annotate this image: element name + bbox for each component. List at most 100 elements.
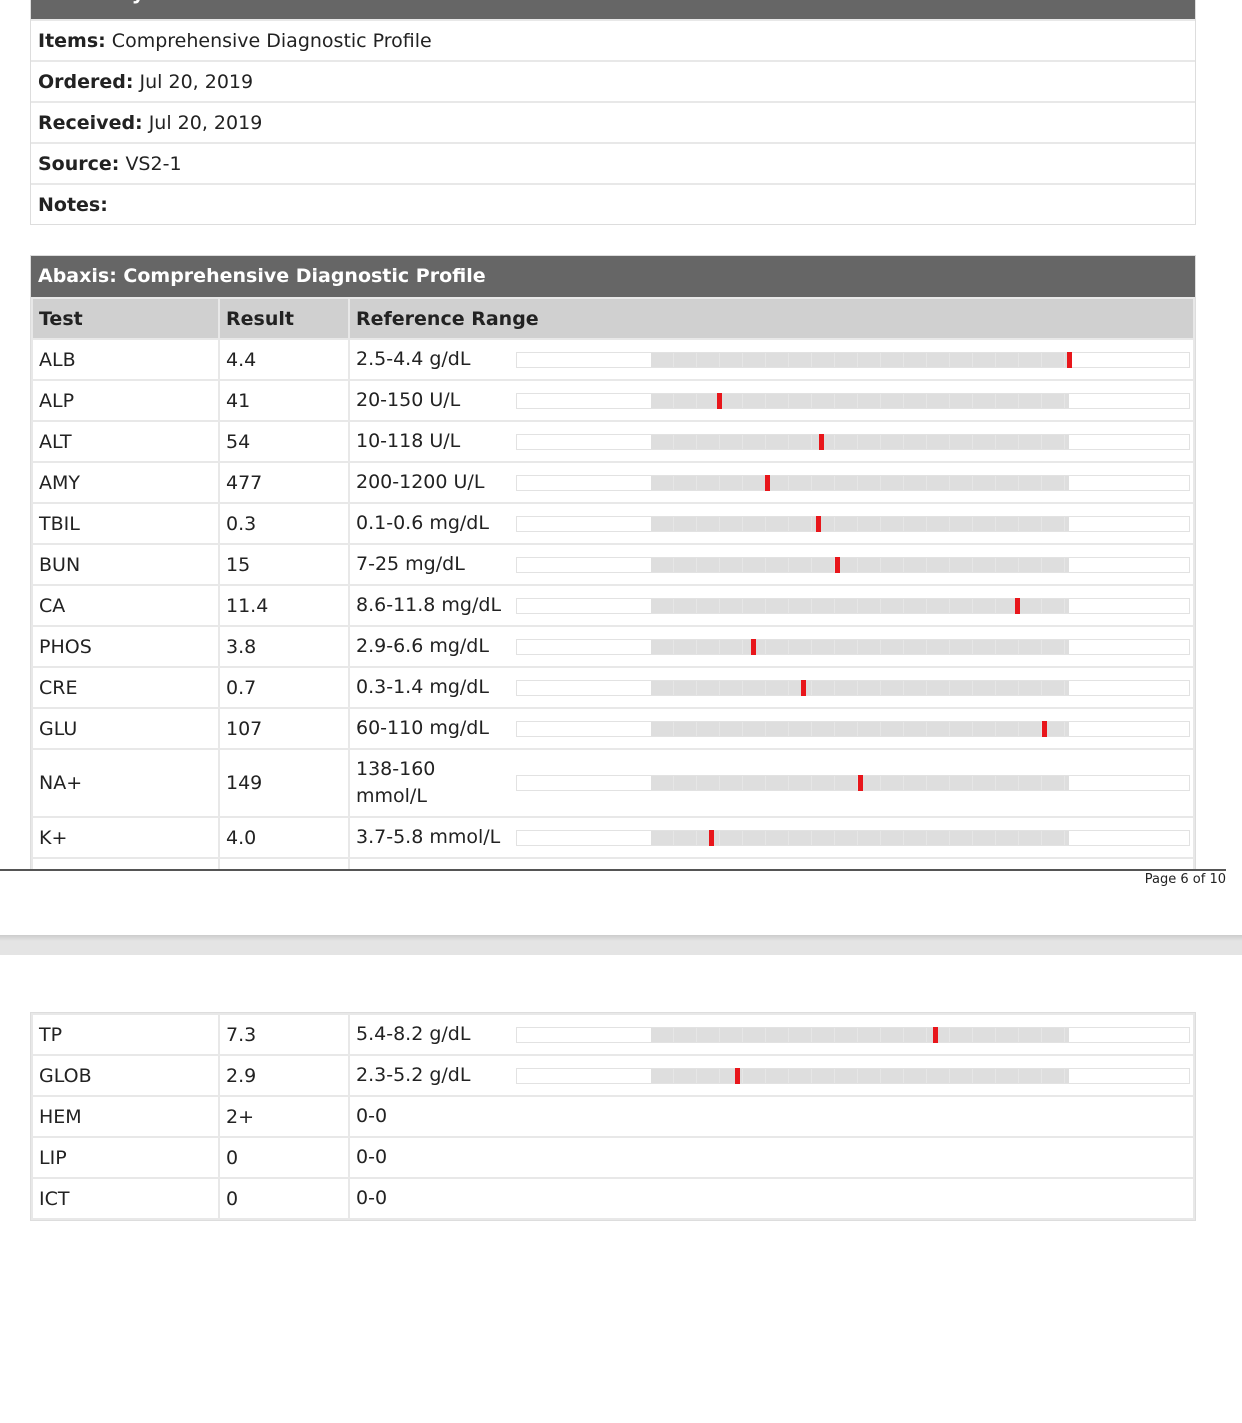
normal-range-fill — [651, 557, 1069, 572]
result-marker — [834, 556, 840, 573]
summary-label: Received: — [38, 112, 143, 134]
summary-label: Items: — [38, 30, 106, 52]
reference-range: 20-150 U/L — [348, 379, 1195, 422]
range-bar — [516, 775, 1190, 791]
reference-range-text: 3.7-5.8 mmol/L — [356, 826, 501, 848]
normal-range-fill — [651, 598, 1069, 613]
test-name: HEM — [31, 1095, 220, 1138]
normal-range-fill — [651, 352, 1069, 367]
reference-range: 200-1200 U/L — [348, 461, 1195, 504]
summary-row-source: Source: VS2-1 — [31, 142, 1195, 183]
test-result: 7.3 — [218, 1013, 350, 1056]
result-marker — [932, 1026, 938, 1043]
column-header-row: Test Result Reference Range — [31, 297, 1195, 340]
test-name: GLU — [31, 707, 220, 750]
normal-range-fill — [651, 639, 1069, 654]
reference-range-text: 5.4-8.2 g/dL — [356, 1023, 471, 1045]
reference-range: 0-0 — [348, 1095, 1195, 1138]
test-result: 477 — [218, 461, 350, 504]
range-bar — [516, 392, 1190, 409]
reference-range: 0-0 — [348, 1136, 1195, 1179]
test-result: 107 — [218, 707, 350, 750]
page-break-line — [0, 869, 1226, 871]
table-row-cre: CRE 0.7 0.3-1.4 mg/dL — [31, 666, 1195, 709]
reference-range: 2.5-4.4 g/dL — [348, 338, 1195, 381]
summary-section: Summary Items: Comprehensive Diagnostic … — [30, 0, 1196, 225]
reference-range-text: 138-160 mmol/L — [356, 758, 436, 807]
summary-row-received: Received: Jul 20, 2019 — [31, 101, 1195, 142]
profile-title: Abaxis: Comprehensive Diagnostic Profile — [31, 256, 1195, 297]
normal-range-fill — [651, 1027, 1069, 1042]
table-row-hem: HEM 2+ 0-0 — [31, 1095, 1195, 1138]
test-result: 2.9 — [218, 1054, 350, 1097]
test-result: 15 — [218, 543, 350, 586]
column-header-test: Test — [31, 297, 220, 340]
result-marker — [858, 775, 863, 791]
profile-table-page1: Abaxis: Comprehensive Diagnostic Profile… — [30, 255, 1196, 871]
test-result: 4.0 — [218, 816, 350, 859]
result-marker — [716, 392, 722, 409]
test-name: ALP — [31, 379, 220, 422]
table-row-tp: TP 7.3 5.4-8.2 g/dL — [31, 1013, 1195, 1056]
reference-range: 0.1-0.6 mg/dL — [348, 502, 1195, 545]
table-row-ict: ICT 0 0-0 — [31, 1177, 1195, 1220]
summary-label: Notes: — [38, 194, 108, 216]
reference-range: 5.4-8.2 g/dL — [348, 1013, 1195, 1056]
table-row-k-plus: K+ 4.0 3.7-5.8 mmol/L — [31, 816, 1195, 859]
reference-range: 60-110 mg/dL — [348, 707, 1195, 750]
reference-range-text: 0.3-1.4 mg/dL — [356, 676, 489, 698]
result-marker — [735, 1067, 741, 1084]
reference-range: 0-0 — [348, 1177, 1195, 1220]
summary-value: Jul 20, 2019 — [139, 71, 254, 93]
test-result: 11.4 — [218, 584, 350, 627]
result-marker — [1067, 351, 1072, 368]
range-bar — [516, 1067, 1190, 1084]
range-bar — [516, 597, 1190, 614]
reference-range-text: 60-110 mg/dL — [356, 717, 489, 739]
table-row-ca: CA 11.4 8.6-11.8 mg/dL — [31, 584, 1195, 627]
test-result: 3.8 — [218, 625, 350, 668]
profile-table-page2: TP 7.3 5.4-8.2 g/dL GLOB 2.9 2.3-5.2 g/dL HEM 2… — [30, 1012, 1196, 1221]
page-separator — [0, 935, 1242, 955]
reference-range-text: 0-0 — [356, 1146, 388, 1168]
test-name: LIP — [31, 1136, 220, 1179]
summary-value: Jul 20, 2019 — [148, 112, 263, 134]
test-result: 0.7 — [218, 666, 350, 709]
reference-range-text: 10-118 U/L — [356, 430, 461, 452]
test-result: 0.3 — [218, 502, 350, 545]
reference-range: 7-25 mg/dL — [348, 543, 1195, 586]
test-name: TBIL — [31, 502, 220, 545]
summary-row-ordered: Ordered: Jul 20, 2019 — [31, 60, 1195, 101]
table-row-alp: ALP 41 20-150 U/L — [31, 379, 1195, 422]
table-row-bun: BUN 15 7-25 mg/dL — [31, 543, 1195, 586]
test-name: ICT — [31, 1177, 220, 1220]
test-name: ALB — [31, 338, 220, 381]
normal-range-fill — [651, 721, 1069, 736]
test-name: CA — [31, 584, 220, 627]
summary-label: Source: — [38, 153, 120, 175]
summary-header: Summary — [31, 0, 1195, 19]
reference-range: 138-160 mmol/L — [348, 748, 1195, 818]
normal-range-fill — [651, 830, 1069, 845]
table-row-glob: GLOB 2.9 2.3-5.2 g/dL — [31, 1054, 1195, 1097]
page-number: Page 6 of 10 — [1144, 872, 1226, 887]
test-result: 54 — [218, 420, 350, 463]
range-bar — [516, 679, 1190, 696]
range-bar — [516, 515, 1190, 532]
normal-range-fill — [651, 475, 1069, 490]
reference-range-text: 2.5-4.4 g/dL — [356, 348, 471, 370]
test-name: ALT — [31, 420, 220, 463]
reference-range: 2.3-5.2 g/dL — [348, 1054, 1195, 1097]
reference-range: 10-118 U/L — [348, 420, 1195, 463]
result-marker — [1014, 597, 1020, 614]
result-marker — [801, 679, 806, 696]
table-row-phos: PHOS 3.8 2.9-6.6 mg/dL — [31, 625, 1195, 668]
summary-row-notes: Notes: — [31, 183, 1195, 224]
normal-range-fill — [651, 680, 1069, 695]
reference-range-text: 2.3-5.2 g/dL — [356, 1064, 471, 1086]
test-name: BUN — [31, 543, 220, 586]
test-name: K+ — [31, 816, 220, 859]
range-bar — [516, 556, 1190, 573]
test-result: 0 — [218, 1177, 350, 1220]
test-result: 41 — [218, 379, 350, 422]
